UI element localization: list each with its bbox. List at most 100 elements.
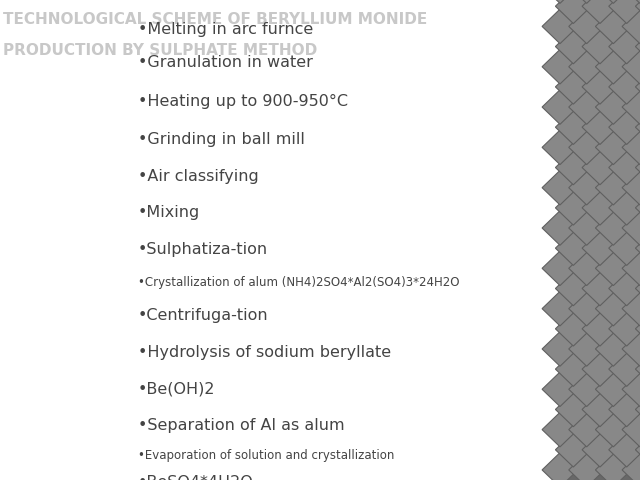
- Polygon shape: [636, 271, 640, 306]
- Polygon shape: [542, 453, 578, 480]
- Polygon shape: [595, 291, 631, 326]
- Polygon shape: [582, 191, 618, 225]
- Polygon shape: [609, 150, 640, 185]
- Polygon shape: [595, 372, 631, 407]
- Polygon shape: [622, 372, 640, 407]
- Polygon shape: [622, 9, 640, 44]
- Polygon shape: [569, 170, 605, 205]
- Polygon shape: [569, 211, 605, 245]
- Polygon shape: [622, 211, 640, 245]
- Polygon shape: [556, 271, 591, 306]
- Polygon shape: [595, 211, 631, 245]
- Polygon shape: [569, 251, 605, 286]
- Text: •Granulation in water: •Granulation in water: [138, 55, 312, 70]
- Polygon shape: [609, 70, 640, 104]
- Polygon shape: [556, 29, 591, 64]
- Text: •Mixing: •Mixing: [138, 205, 200, 220]
- Polygon shape: [556, 0, 591, 24]
- Polygon shape: [622, 291, 640, 326]
- Polygon shape: [636, 70, 640, 104]
- Text: •Be(OH)2: •Be(OH)2: [138, 381, 215, 396]
- Polygon shape: [556, 392, 591, 427]
- Polygon shape: [582, 110, 618, 144]
- Polygon shape: [595, 170, 631, 205]
- Polygon shape: [622, 332, 640, 366]
- Polygon shape: [622, 0, 640, 3]
- Polygon shape: [569, 332, 605, 366]
- Text: •Melting in arc furnce: •Melting in arc furnce: [138, 22, 313, 36]
- Polygon shape: [542, 291, 578, 326]
- Polygon shape: [636, 110, 640, 144]
- Polygon shape: [622, 90, 640, 124]
- Polygon shape: [595, 49, 631, 84]
- Polygon shape: [542, 251, 578, 286]
- Polygon shape: [622, 49, 640, 84]
- Polygon shape: [622, 412, 640, 447]
- Polygon shape: [582, 150, 618, 185]
- Text: •Hydrolysis of sodium beryllate: •Hydrolysis of sodium beryllate: [138, 345, 391, 360]
- Polygon shape: [636, 392, 640, 427]
- Polygon shape: [542, 0, 578, 3]
- Polygon shape: [582, 271, 618, 306]
- Bar: [560, 0, 640, 480]
- Polygon shape: [542, 211, 578, 245]
- Polygon shape: [569, 90, 605, 124]
- Polygon shape: [542, 332, 578, 366]
- Polygon shape: [636, 352, 640, 386]
- Polygon shape: [636, 312, 640, 346]
- Polygon shape: [609, 191, 640, 225]
- Polygon shape: [636, 191, 640, 225]
- Polygon shape: [609, 432, 640, 467]
- Text: •BeSO4*4H2O: •BeSO4*4H2O: [138, 475, 253, 480]
- Polygon shape: [569, 49, 605, 84]
- Polygon shape: [622, 170, 640, 205]
- Polygon shape: [569, 0, 605, 3]
- Polygon shape: [595, 332, 631, 366]
- Polygon shape: [622, 453, 640, 480]
- Polygon shape: [609, 110, 640, 144]
- Polygon shape: [556, 312, 591, 346]
- Polygon shape: [636, 29, 640, 64]
- Polygon shape: [609, 312, 640, 346]
- Polygon shape: [636, 231, 640, 265]
- Polygon shape: [582, 312, 618, 346]
- Text: PRODUCTION BY SULPHATE METHOD: PRODUCTION BY SULPHATE METHOD: [3, 43, 317, 58]
- Polygon shape: [542, 412, 578, 447]
- Polygon shape: [595, 130, 631, 165]
- Polygon shape: [609, 352, 640, 386]
- Polygon shape: [569, 291, 605, 326]
- Polygon shape: [542, 90, 578, 124]
- Polygon shape: [595, 9, 631, 44]
- Polygon shape: [609, 231, 640, 265]
- Text: •Heating up to 900-950°C: •Heating up to 900-950°C: [138, 94, 348, 108]
- Polygon shape: [569, 130, 605, 165]
- Polygon shape: [609, 271, 640, 306]
- Polygon shape: [569, 372, 605, 407]
- Polygon shape: [595, 251, 631, 286]
- Text: •Sulphatiza-tion: •Sulphatiza-tion: [138, 242, 268, 257]
- Polygon shape: [636, 432, 640, 467]
- Polygon shape: [622, 130, 640, 165]
- Text: •Separation of Al as alum: •Separation of Al as alum: [138, 418, 344, 432]
- Text: •Crystallization of alum (NH4)2SO4*Al2(SO4)3*24H2O: •Crystallization of alum (NH4)2SO4*Al2(S…: [138, 276, 459, 289]
- Polygon shape: [556, 150, 591, 185]
- Polygon shape: [582, 352, 618, 386]
- Text: TECHNOLOGICAL SCHEME OF BERYLLIUM MONIDE: TECHNOLOGICAL SCHEME OF BERYLLIUM MONIDE: [3, 12, 428, 27]
- Polygon shape: [582, 0, 618, 24]
- Polygon shape: [556, 352, 591, 386]
- Polygon shape: [636, 0, 640, 24]
- Polygon shape: [609, 392, 640, 427]
- Polygon shape: [636, 150, 640, 185]
- Polygon shape: [556, 231, 591, 265]
- Polygon shape: [542, 170, 578, 205]
- Text: •Air classifying: •Air classifying: [138, 169, 259, 184]
- Polygon shape: [556, 191, 591, 225]
- Polygon shape: [582, 70, 618, 104]
- Polygon shape: [582, 231, 618, 265]
- Polygon shape: [582, 29, 618, 64]
- Polygon shape: [609, 29, 640, 64]
- Polygon shape: [542, 130, 578, 165]
- Polygon shape: [556, 70, 591, 104]
- Polygon shape: [569, 412, 605, 447]
- Text: •Centrifuga-tion: •Centrifuga-tion: [138, 308, 268, 323]
